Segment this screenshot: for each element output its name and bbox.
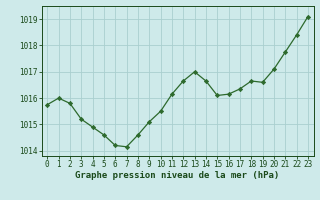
X-axis label: Graphe pression niveau de la mer (hPa): Graphe pression niveau de la mer (hPa) xyxy=(76,171,280,180)
